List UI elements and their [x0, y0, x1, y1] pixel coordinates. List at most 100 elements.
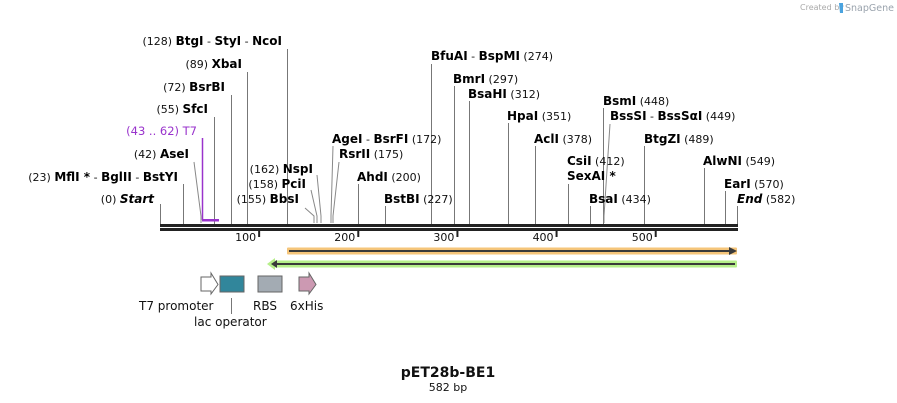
site-position: (274) — [520, 50, 553, 63]
enzyme-name: NcoI — [252, 34, 282, 48]
site-position: (175) — [370, 148, 403, 161]
site-label-sexai[interactable]: SexAI * — [567, 169, 616, 183]
enzyme-name: BstBI — [384, 192, 420, 206]
primer-t7[interactable]: (43 .. 62) T7 — [126, 124, 219, 222]
site-position: (549) — [742, 155, 775, 168]
enzyme-name: BstYI — [143, 170, 178, 184]
site-position: (0) — [101, 193, 120, 206]
enzyme-name: AseI — [160, 147, 189, 161]
enzyme-name: BsaHI — [468, 87, 507, 101]
primer-bar[interactable] — [202, 219, 219, 222]
site-position: (172) — [408, 133, 441, 146]
enzyme-name: PciI — [282, 177, 307, 191]
legend-rbs[interactable]: RBS — [253, 275, 283, 313]
site-line-pcli — [310, 189, 318, 223]
ruler-tick — [357, 230, 360, 237]
enzyme-name: SexAI * — [567, 169, 616, 183]
site-label-bsai[interactable]: BsaI (434) — [589, 192, 651, 206]
site-position: (72) — [163, 81, 189, 94]
site-position: - — [362, 133, 373, 146]
enzyme-name: BtgZI — [644, 132, 681, 146]
legend-6xhis[interactable]: 6xHis — [290, 271, 323, 313]
primer-label: (43 .. 62) T7 — [126, 124, 197, 138]
site-label-ahdi[interactable]: AhdI (200) — [357, 170, 421, 184]
site-label-btgi[interactable]: (128) BtgI - StyI - NcoI — [143, 34, 283, 48]
site-label-agei[interactable]: AgeI - BsrFI (172) — [332, 132, 441, 146]
legend-lac-operator[interactable]: lac operator — [194, 275, 267, 329]
ruler-tick — [258, 230, 261, 237]
enzyme-name: AgeI — [332, 132, 362, 146]
site-label-bbsi[interactable]: (155) BbsI — [237, 192, 299, 206]
feature-legend: T7 promoter lac operator RBS 6xHis — [138, 271, 323, 329]
enzyme-name: StyI — [214, 34, 241, 48]
enzyme-name: BmrI — [453, 72, 485, 86]
enzyme-name: BsmI — [603, 94, 636, 108]
site-position: (155) — [237, 193, 270, 206]
site-label-bsrbi[interactable]: (72) BsrBI — [163, 80, 225, 94]
site-label-start[interactable]: (0) Start — [101, 192, 155, 206]
site-labels: (0) Start (23) MflI * - BglII - BstYI (42)… — [28, 34, 795, 206]
enzyme-name: BssSI — [610, 109, 647, 123]
6xhis-arrow-icon — [298, 271, 317, 296]
site-label-bmri[interactable]: BmrI (297) — [453, 72, 518, 86]
site-label-rsrii[interactable]: RsrII (175) — [339, 147, 403, 161]
site-position: - — [241, 35, 252, 48]
site-line-bbsi — [304, 207, 315, 223]
site-label-csii[interactable]: CsiI (412) — [567, 154, 625, 168]
site-position: - — [468, 50, 479, 63]
site-position: - — [647, 110, 658, 123]
site-label-alwni[interactable]: AlwNI (549) — [703, 154, 775, 168]
enzyme-name: BsaI — [589, 192, 618, 206]
ruler: 100 200 300 400 500 — [235, 230, 657, 244]
feature-orange[interactable] — [287, 247, 737, 255]
site-label-eari[interactable]: EarI (570) — [724, 177, 784, 191]
site-line-agei — [330, 145, 334, 223]
site-lines — [160, 49, 738, 224]
site-line-asei — [193, 161, 202, 223]
site-position: (200) — [388, 171, 421, 184]
site-label-hpai[interactable]: HpaI (351) — [507, 109, 571, 123]
site-label-mfli[interactable]: (23) MflI * - BglII - BstYI — [28, 170, 178, 184]
site-label-xbai[interactable]: (89) XbaI — [186, 57, 242, 71]
enzyme-name: CsiI — [567, 154, 592, 168]
site-position: (448) — [636, 95, 669, 108]
legend-t7-promoter[interactable]: T7 promoter — [138, 271, 219, 313]
site-position: (582) — [762, 193, 795, 206]
site-label-bsahi[interactable]: BsaHI (312) — [468, 87, 540, 101]
ruler-tick — [654, 230, 657, 237]
enzyme-name: RsrII — [339, 147, 370, 161]
site-label-btgzi[interactable]: BtgZI (489) — [644, 132, 714, 146]
site-position: (162) — [250, 163, 283, 176]
enzyme-name: EarI — [724, 177, 751, 191]
site-label-bfuai[interactable]: BfuAI - BspMI (274) — [431, 49, 553, 63]
enzyme-name: BssSαI — [658, 109, 703, 123]
site-label-bsmi[interactable]: BsmI (448) — [603, 94, 669, 108]
feature-track — [267, 247, 737, 270]
ruler-tick-label: 400 — [533, 231, 554, 244]
site-label-pcli[interactable]: (158) PciI — [248, 177, 306, 191]
enzyme-name: XbaI — [212, 57, 242, 71]
enzyme-name: AhdI — [357, 170, 388, 184]
arrow-right-icon — [729, 247, 737, 255]
enzyme-name: NspI — [283, 162, 313, 176]
site-label-sfci[interactable]: (55) SfcI — [156, 102, 208, 116]
site-label-end[interactable]: End (582) — [737, 192, 795, 206]
feature-green[interactable] — [267, 258, 737, 270]
site-label-asei[interactable]: (42) AseI — [134, 147, 189, 161]
site-label-bsssi[interactable]: BssSI - BssSαI (449) — [610, 109, 735, 123]
snapgene-credit: Created by SnapGene — [800, 3, 894, 14]
site-position: (42) — [134, 148, 160, 161]
enzyme-name: HpaI — [507, 109, 538, 123]
site-label-bstbi[interactable]: BstBI (227) — [384, 192, 453, 206]
sequence-backbone — [160, 224, 738, 231]
site-label-nspi[interactable]: (162) NspI — [250, 162, 313, 176]
plasmid-length: 582 bp — [429, 381, 467, 394]
legend-label: RBS — [253, 299, 277, 313]
site-label-acli[interactable]: AclI (378) — [534, 132, 592, 146]
site-position: - — [132, 171, 143, 184]
site-line-rsrii — [332, 161, 340, 223]
enzyme-name: BsrFI — [373, 132, 408, 146]
site-position: (570) — [751, 178, 784, 191]
site-line-nspi — [316, 174, 322, 223]
enzyme-name: AclI — [534, 132, 559, 146]
